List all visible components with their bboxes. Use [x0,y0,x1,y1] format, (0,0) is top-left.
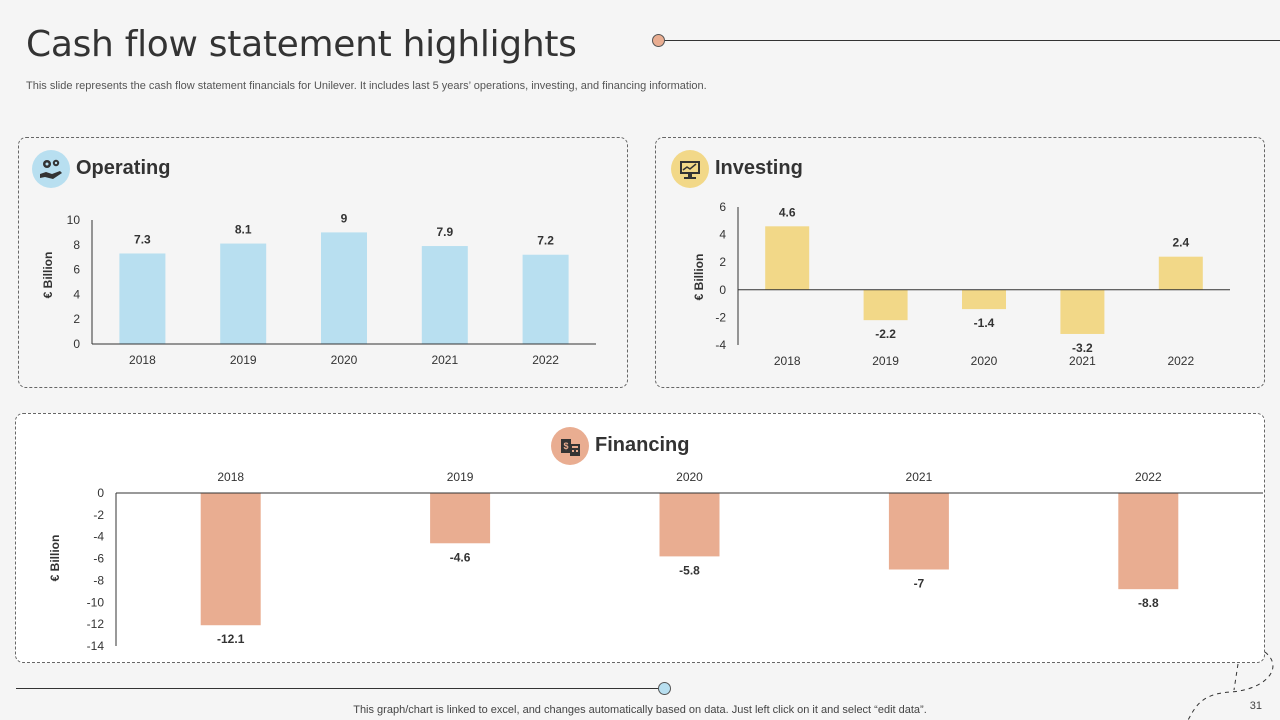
operating-y-tick-label: 10 [67,213,81,227]
investing-y-tick-label: 6 [719,200,726,214]
financing-y-tick-label: -4 [93,530,104,544]
investing-y-tick-label: -2 [715,310,726,324]
operating-category-label: 2022 [532,353,559,367]
operating-title: Operating [76,157,171,179]
operating-bar-2020 [321,232,367,344]
financing-y-tick-label: -12 [87,617,105,631]
investing-bar-2020 [962,289,1006,310]
operating-y-tick-label: 2 [73,312,80,326]
operating-y-tick-label: 6 [73,263,80,277]
page-subtitle: This slide represents the cash flow stat… [26,80,707,92]
investing-y-tick-label: 0 [719,283,726,297]
investing-bar-2018 [765,226,810,290]
investing-data-label: 2.4 [1172,236,1189,250]
investing-y-tick-label: 4 [719,228,726,242]
financing-data-label: -8.8 [1138,596,1159,610]
operating-data-label: 8.1 [235,223,252,237]
footer-divider-line [16,688,660,689]
financing-category-label: 2022 [1135,470,1162,484]
operating-data-label: 9 [341,211,348,225]
financing-bar-2021 [888,493,949,570]
header-accent-dot [652,34,665,47]
operating-bar-2022 [522,254,569,344]
financing-data-label: -12.1 [217,632,245,646]
financing-bar-2020 [659,493,720,557]
financing-y-axis-label: € Billion [48,535,62,582]
investing-title: Investing [715,157,803,179]
footer-note: This graph/chart is linked to excel, and… [353,704,927,716]
financing-category-label: 2019 [447,470,474,484]
financing-y-tick-label: -10 [87,595,105,609]
investing-bar-2022 [1158,256,1203,290]
monitor-chart-icon [671,150,709,188]
operating-category-label: 2018 [129,353,156,367]
investing-category-label: 2019 [872,354,899,368]
financing-y-tick-label: -8 [93,573,104,587]
investing-data-label: -3.2 [1072,341,1093,355]
investing-bar-2019 [863,289,908,321]
investing-y-tick-label: -4 [715,338,726,352]
svg-text:$: $ [563,441,568,451]
financing-y-tick-label: -2 [93,508,104,522]
operating-data-label: 7.3 [134,232,151,246]
investing-data-label: 4.6 [779,205,796,219]
page-number: 31 [1249,700,1262,712]
investing-category-label: 2020 [971,354,998,368]
operating-bar-2021 [421,246,468,344]
financing-bar-2018 [200,493,261,626]
financing-y-tick-label: -6 [93,552,104,566]
operating-category-label: 2019 [230,353,257,367]
operating-bar-2019 [220,243,267,344]
financing-data-label: -4.6 [450,550,471,564]
operating-y-axis-label: € Billion [41,252,55,299]
financing-bar-2019 [430,493,491,544]
footer-accent-dot [658,682,671,695]
investing-data-label: -2.2 [875,327,896,341]
investing-bar-2021 [1060,289,1105,334]
operating-bar-2018 [119,253,166,344]
investing-category-label: 2021 [1069,354,1096,368]
financing-category-label: 2018 [217,470,244,484]
financing-category-label: 2020 [676,470,703,484]
page-title: Cash flow statement highlights [26,24,577,65]
operating-data-label: 7.2 [537,234,554,248]
operating-category-label: 2021 [431,353,458,367]
operating-category-label: 2020 [331,353,358,367]
operating-y-tick-label: 4 [73,287,80,301]
investing-y-tick-label: 2 [719,255,726,269]
financing-y-tick-label: -14 [87,639,105,653]
investing-y-axis-label: € Billion [692,254,706,301]
operating-panel [18,137,628,388]
financing-data-label: -7 [914,577,925,591]
operating-data-label: 7.9 [436,225,453,239]
financing-bar-2022 [1118,493,1179,590]
investing-panel [655,137,1265,388]
operating-y-tick-label: 8 [73,238,80,252]
header-divider-line [664,40,1280,41]
money-calculator-icon: $ [551,427,589,465]
financing-y-tick-label: 0 [97,486,104,500]
investing-data-label: -1.4 [974,316,995,330]
investing-category-label: 2022 [1167,354,1194,368]
financing-category-label: 2021 [906,470,933,484]
operating-y-tick-label: 0 [73,337,80,351]
gears-hand-icon [32,150,70,188]
investing-category-label: 2018 [774,354,801,368]
financing-title: Financing [595,434,690,456]
financing-data-label: -5.8 [679,563,700,577]
